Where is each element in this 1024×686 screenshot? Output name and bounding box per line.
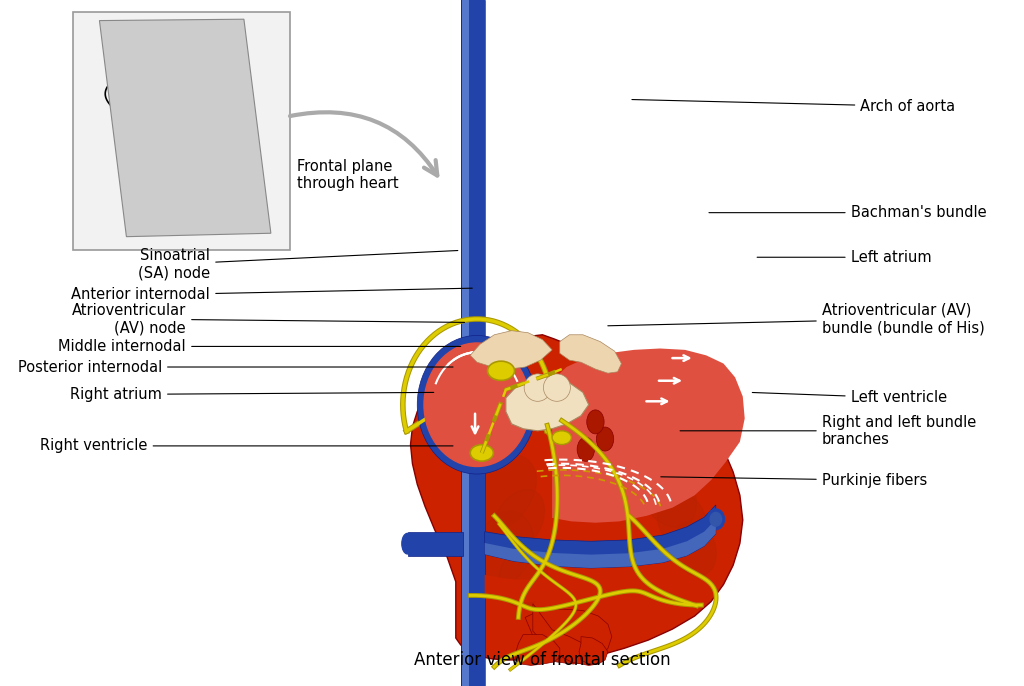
Ellipse shape	[578, 438, 595, 462]
Text: Middle internodal: Middle internodal	[58, 339, 461, 354]
Ellipse shape	[424, 343, 530, 466]
Polygon shape	[99, 19, 271, 237]
Ellipse shape	[657, 490, 707, 552]
Polygon shape	[484, 566, 589, 602]
Polygon shape	[411, 335, 742, 660]
Text: Sinoatrial
(SA) node: Sinoatrial (SA) node	[138, 248, 458, 281]
Polygon shape	[579, 637, 608, 664]
Polygon shape	[408, 532, 464, 556]
Text: Left ventricle: Left ventricle	[753, 390, 947, 405]
FancyBboxPatch shape	[74, 12, 290, 250]
Polygon shape	[525, 609, 611, 664]
Circle shape	[552, 431, 571, 445]
Text: Right ventricle: Right ventricle	[40, 438, 453, 453]
Ellipse shape	[587, 410, 604, 434]
Polygon shape	[515, 635, 560, 665]
Polygon shape	[461, 0, 484, 686]
Ellipse shape	[673, 521, 716, 576]
Ellipse shape	[462, 454, 537, 534]
Ellipse shape	[596, 427, 613, 451]
Polygon shape	[532, 604, 600, 665]
Polygon shape	[506, 379, 589, 431]
Text: Left atrium: Left atrium	[757, 250, 931, 265]
Text: Right and left bundle
branches: Right and left bundle branches	[680, 414, 976, 447]
Text: Anterior internodal: Anterior internodal	[72, 287, 472, 303]
Text: Purkinje fibers: Purkinje fibers	[660, 473, 927, 488]
Text: Posterior internodal: Posterior internodal	[17, 359, 453, 375]
Ellipse shape	[417, 335, 537, 474]
Ellipse shape	[708, 509, 725, 530]
Polygon shape	[484, 505, 716, 568]
Text: Atrioventricular
(AV) node: Atrioventricular (AV) node	[72, 303, 465, 335]
Polygon shape	[484, 519, 716, 568]
Circle shape	[487, 361, 514, 380]
Polygon shape	[552, 348, 744, 523]
Ellipse shape	[474, 512, 534, 586]
Ellipse shape	[524, 374, 551, 401]
Circle shape	[470, 445, 494, 461]
Polygon shape	[462, 0, 469, 686]
Text: Atrioventricular (AV)
bundle (bundle of His): Atrioventricular (AV) bundle (bundle of …	[608, 303, 984, 335]
Ellipse shape	[710, 512, 722, 526]
Polygon shape	[560, 335, 622, 373]
Ellipse shape	[499, 545, 548, 607]
Polygon shape	[470, 331, 552, 369]
Text: Frontal plane
through heart: Frontal plane through heart	[297, 158, 398, 191]
Text: Arch of aorta: Arch of aorta	[632, 99, 955, 114]
Text: Anterior view of frontal section: Anterior view of frontal section	[414, 651, 671, 669]
Ellipse shape	[493, 489, 545, 554]
Ellipse shape	[639, 460, 696, 528]
Text: Bachman's bundle: Bachman's bundle	[709, 205, 986, 220]
Ellipse shape	[544, 374, 570, 401]
Text: Right atrium: Right atrium	[71, 387, 434, 402]
Ellipse shape	[401, 534, 414, 554]
